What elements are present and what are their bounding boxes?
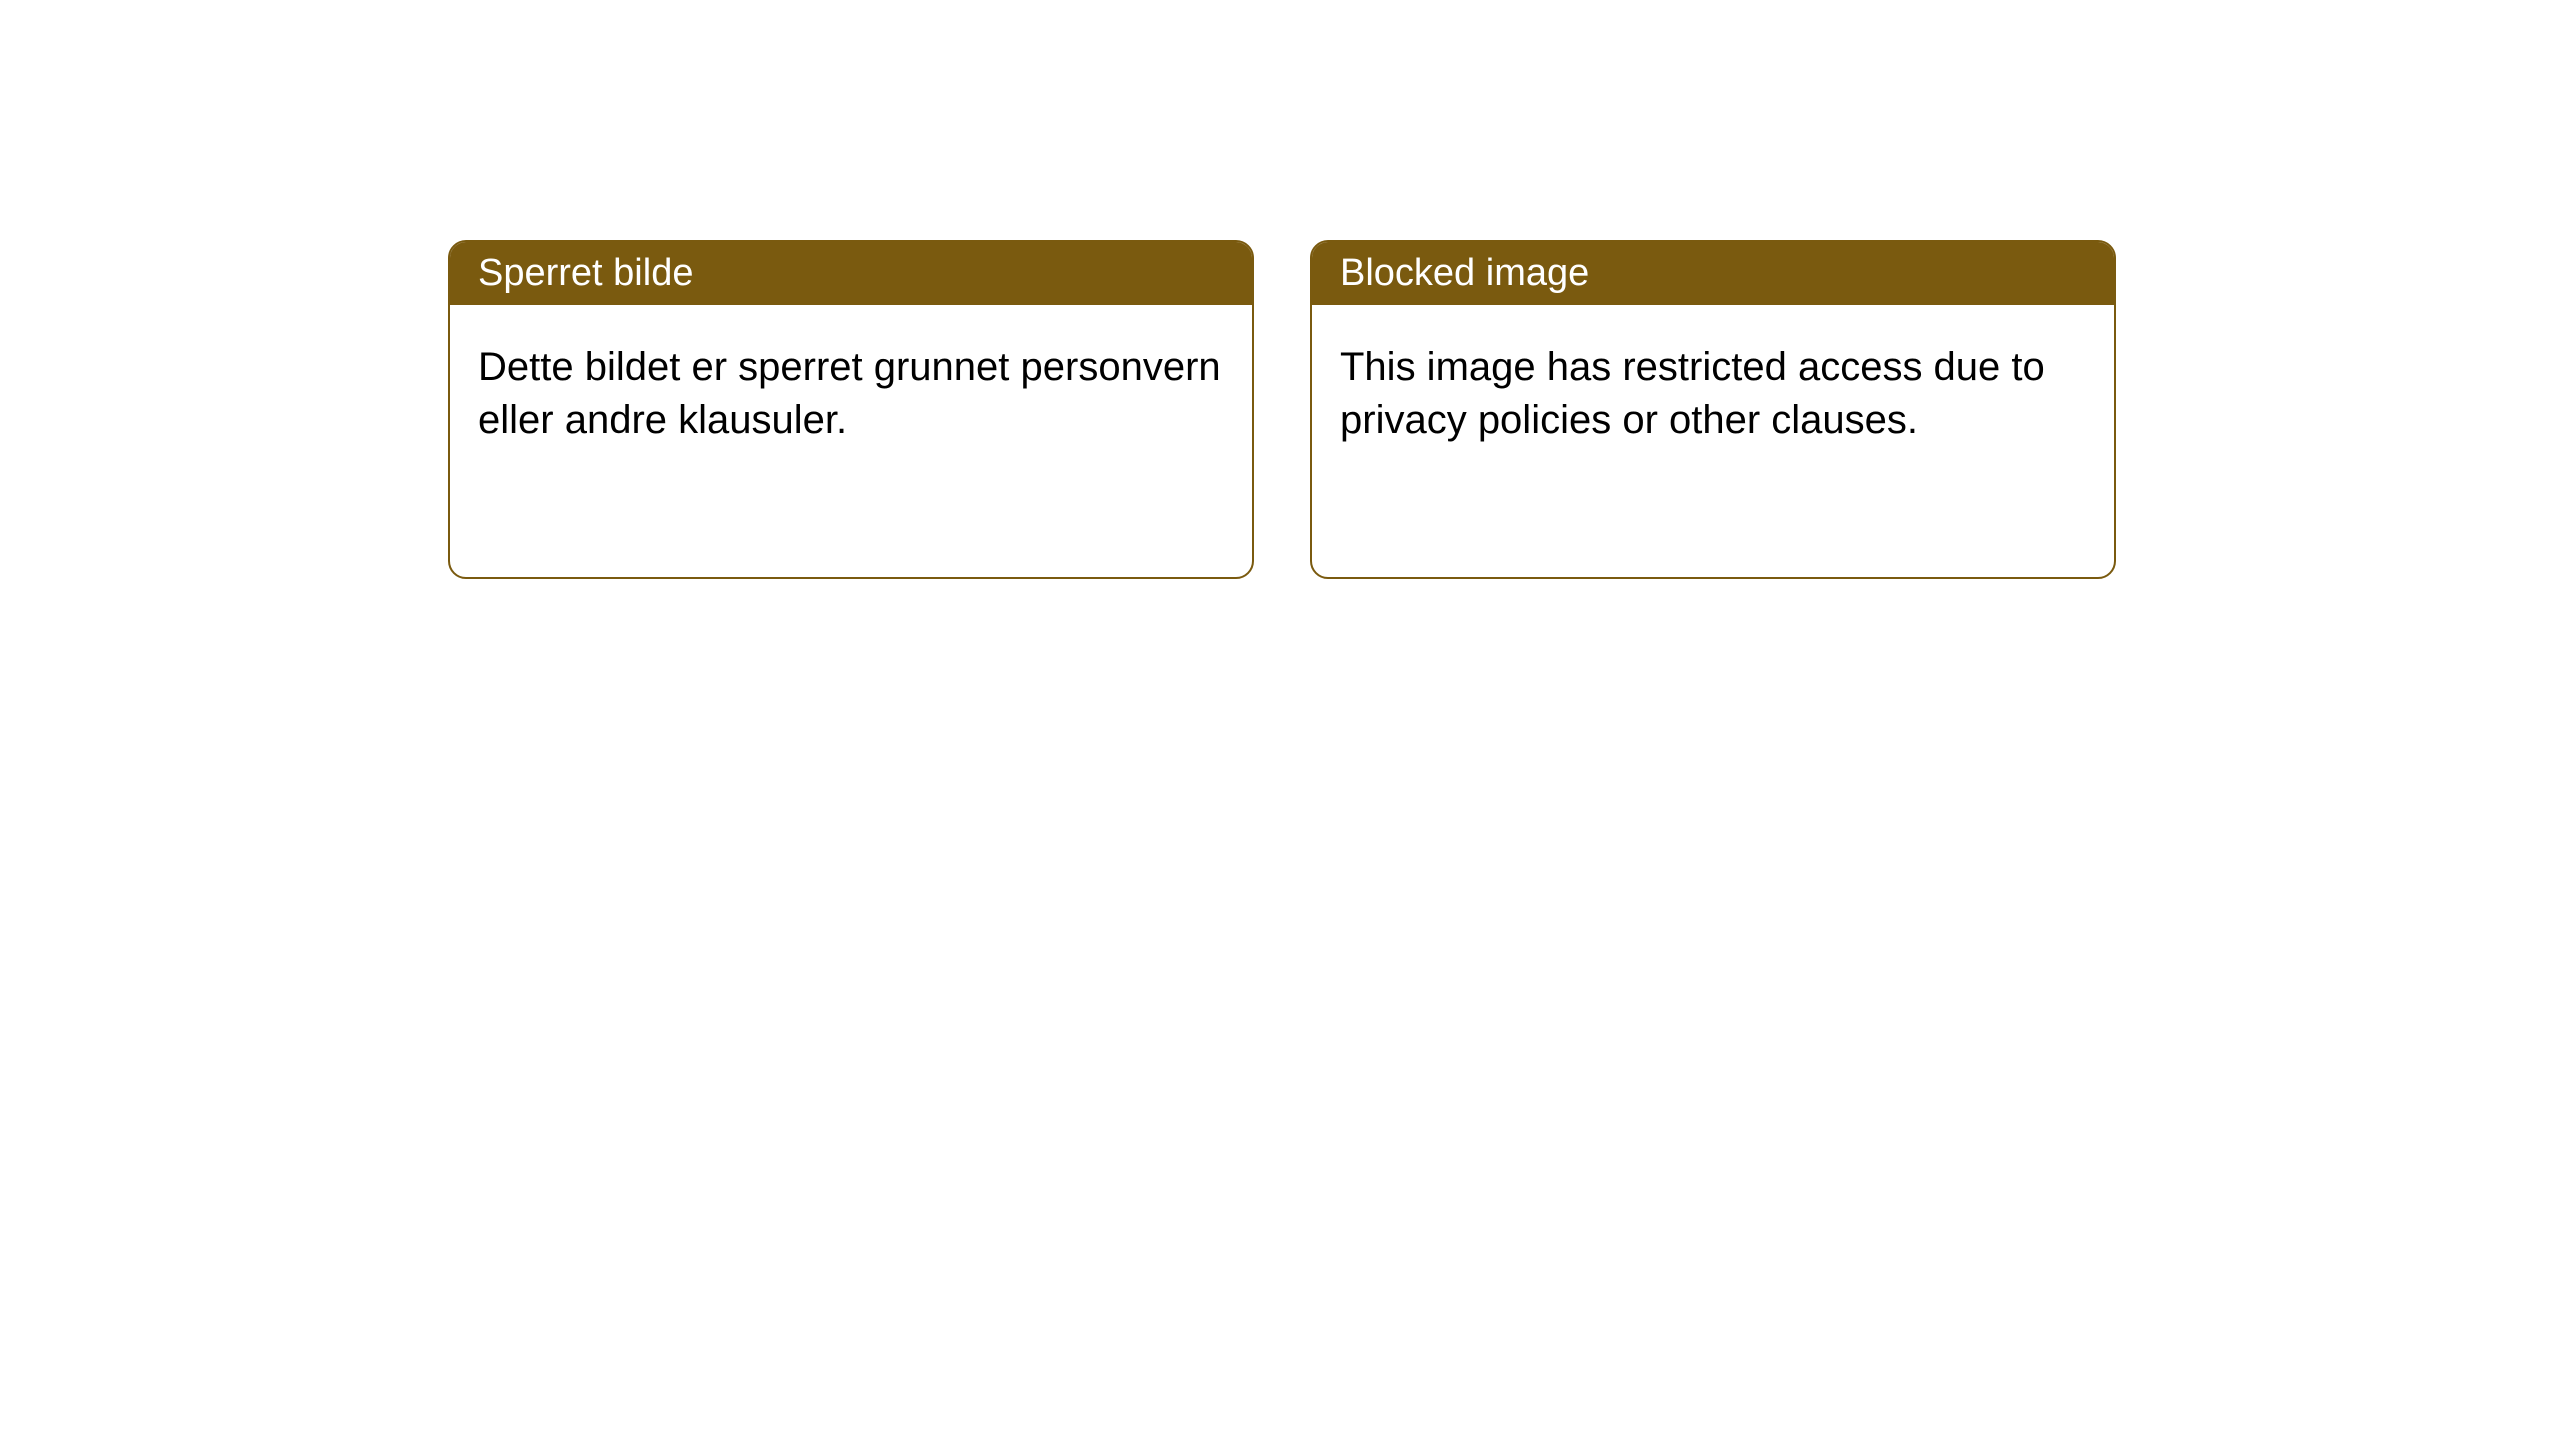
card-title: Sperret bilde	[478, 252, 693, 294]
blocked-image-card-en: Blocked image This image has restricted …	[1310, 240, 2116, 579]
card-title: Blocked image	[1340, 252, 1589, 294]
cards-container: Sperret bilde Dette bildet er sperret gr…	[0, 0, 2560, 579]
card-body-text: This image has restricted access due to …	[1340, 345, 2045, 442]
card-body: Dette bildet er sperret grunnet personve…	[450, 305, 1252, 577]
card-body: This image has restricted access due to …	[1312, 305, 2114, 577]
card-header: Sperret bilde	[450, 242, 1252, 305]
blocked-image-card-no: Sperret bilde Dette bildet er sperret gr…	[448, 240, 1254, 579]
card-header: Blocked image	[1312, 242, 2114, 305]
card-body-text: Dette bildet er sperret grunnet personve…	[478, 345, 1221, 442]
